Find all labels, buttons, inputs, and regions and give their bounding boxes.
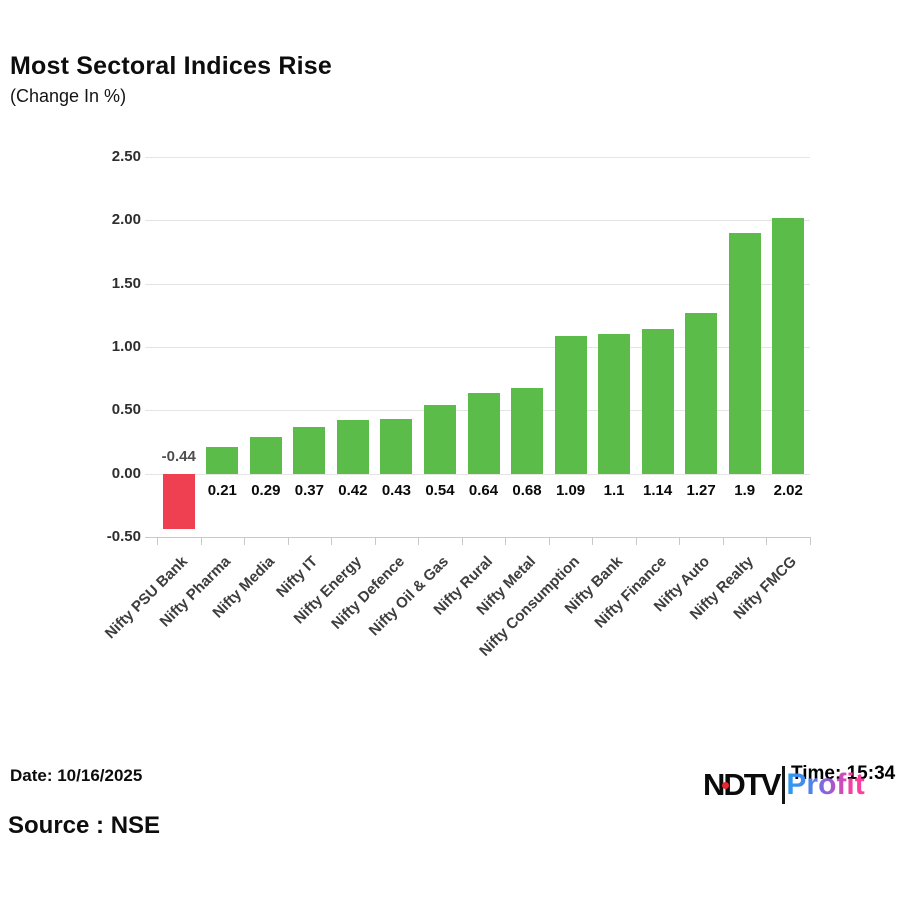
gridline bbox=[145, 347, 810, 348]
x-axis-tick bbox=[418, 537, 420, 545]
bar-value-label: 0.29 bbox=[251, 481, 281, 499]
bar bbox=[249, 436, 282, 474]
bar-value-label: 1.1 bbox=[603, 481, 625, 499]
x-axis-tick bbox=[331, 537, 333, 545]
source-label: Source : NSE bbox=[8, 812, 161, 839]
x-axis-tick bbox=[679, 537, 681, 545]
x-axis-line bbox=[145, 537, 810, 538]
bar-value-label: -0.44 bbox=[161, 447, 196, 465]
bar-value-label: 0.64 bbox=[468, 481, 499, 499]
y-tick-label: 2.00 bbox=[111, 211, 141, 229]
bar-value-label: 1.09 bbox=[555, 481, 586, 499]
bar bbox=[336, 420, 369, 474]
gridline bbox=[145, 283, 810, 285]
x-axis-tick bbox=[810, 537, 811, 545]
bar-value-label: 0.37 bbox=[294, 481, 324, 499]
bar bbox=[772, 217, 805, 474]
ndtv-profit-logo: Time: 15:34 NDTV Profit bbox=[703, 760, 898, 810]
bar bbox=[423, 405, 456, 474]
profit-wordmark: Profit bbox=[786, 768, 865, 801]
ndtv-red-dot-icon bbox=[722, 782, 729, 789]
x-axis-tick bbox=[200, 537, 202, 545]
gridline bbox=[145, 473, 810, 475]
bar-value-label: 2.02 bbox=[773, 481, 803, 499]
bar-value-label: 0.43 bbox=[381, 481, 412, 499]
y-tick-label: 2.50 bbox=[111, 148, 141, 165]
x-axis-tick bbox=[722, 537, 724, 545]
x-axis-tick bbox=[635, 537, 637, 545]
x-axis-tick bbox=[592, 537, 594, 545]
bar-value-label: 0.68 bbox=[512, 481, 542, 499]
y-tick-label: 0.50 bbox=[111, 401, 141, 419]
bar bbox=[162, 473, 195, 530]
bar bbox=[293, 426, 326, 474]
bar bbox=[598, 334, 631, 474]
x-axis-tick bbox=[766, 537, 768, 545]
ndtv-wordmark: NDTV bbox=[703, 767, 781, 802]
y-axis-labels: 2.50 2.00 1.50 1.00 0.50 0.00 -0.50 bbox=[40, 148, 141, 545]
bar bbox=[467, 392, 500, 474]
gridline bbox=[145, 220, 810, 222]
bar bbox=[728, 233, 761, 474]
bar-value-label: 1.14 bbox=[643, 481, 673, 499]
x-axis-tick bbox=[287, 537, 289, 545]
bar-value-label: 1.9 bbox=[734, 481, 756, 499]
x-axis-tick bbox=[461, 537, 463, 545]
x-axis-tick bbox=[505, 537, 507, 545]
bar-value-label: 0.54 bbox=[425, 481, 455, 499]
x-axis-tick bbox=[548, 537, 550, 545]
y-tick-label: -0.50 bbox=[106, 528, 141, 545]
x-axis-tick bbox=[374, 537, 376, 545]
bar-value-label: 0.21 bbox=[207, 481, 237, 499]
y-tick-label: 1.00 bbox=[111, 338, 141, 355]
chart-subtitle: (Change In %) bbox=[10, 86, 127, 106]
bar bbox=[380, 419, 413, 474]
x-axis-tick bbox=[244, 537, 246, 545]
bar-value-label: 0.42 bbox=[338, 481, 368, 499]
date-label: Date: 10/16/2025 bbox=[10, 766, 143, 785]
bar bbox=[685, 312, 718, 474]
logo-separator bbox=[782, 766, 786, 804]
bar bbox=[511, 387, 544, 474]
y-tick-label: 1.50 bbox=[111, 274, 141, 292]
bar-chart-plot: -0.44 0.21 0.29 0.37 0.42 0.43 0.54 0.64 0.68 1.0… bbox=[145, 157, 811, 545]
bar bbox=[554, 335, 587, 474]
chart-title: Most Sectoral Indices Rise bbox=[10, 52, 332, 80]
time-label: Time: 15:34 bbox=[791, 763, 896, 784]
x-axis-tick bbox=[157, 537, 158, 545]
bar-value-label: 1.27 bbox=[686, 481, 716, 499]
bar bbox=[206, 447, 239, 474]
y-tick-label: 0.00 bbox=[111, 464, 141, 482]
x-axis-category-labels: Nifty PSU Bank Nifty Pharma Nifty Media Nif… bbox=[102, 545, 810, 675]
bar bbox=[641, 329, 674, 474]
gridline bbox=[145, 157, 810, 158]
